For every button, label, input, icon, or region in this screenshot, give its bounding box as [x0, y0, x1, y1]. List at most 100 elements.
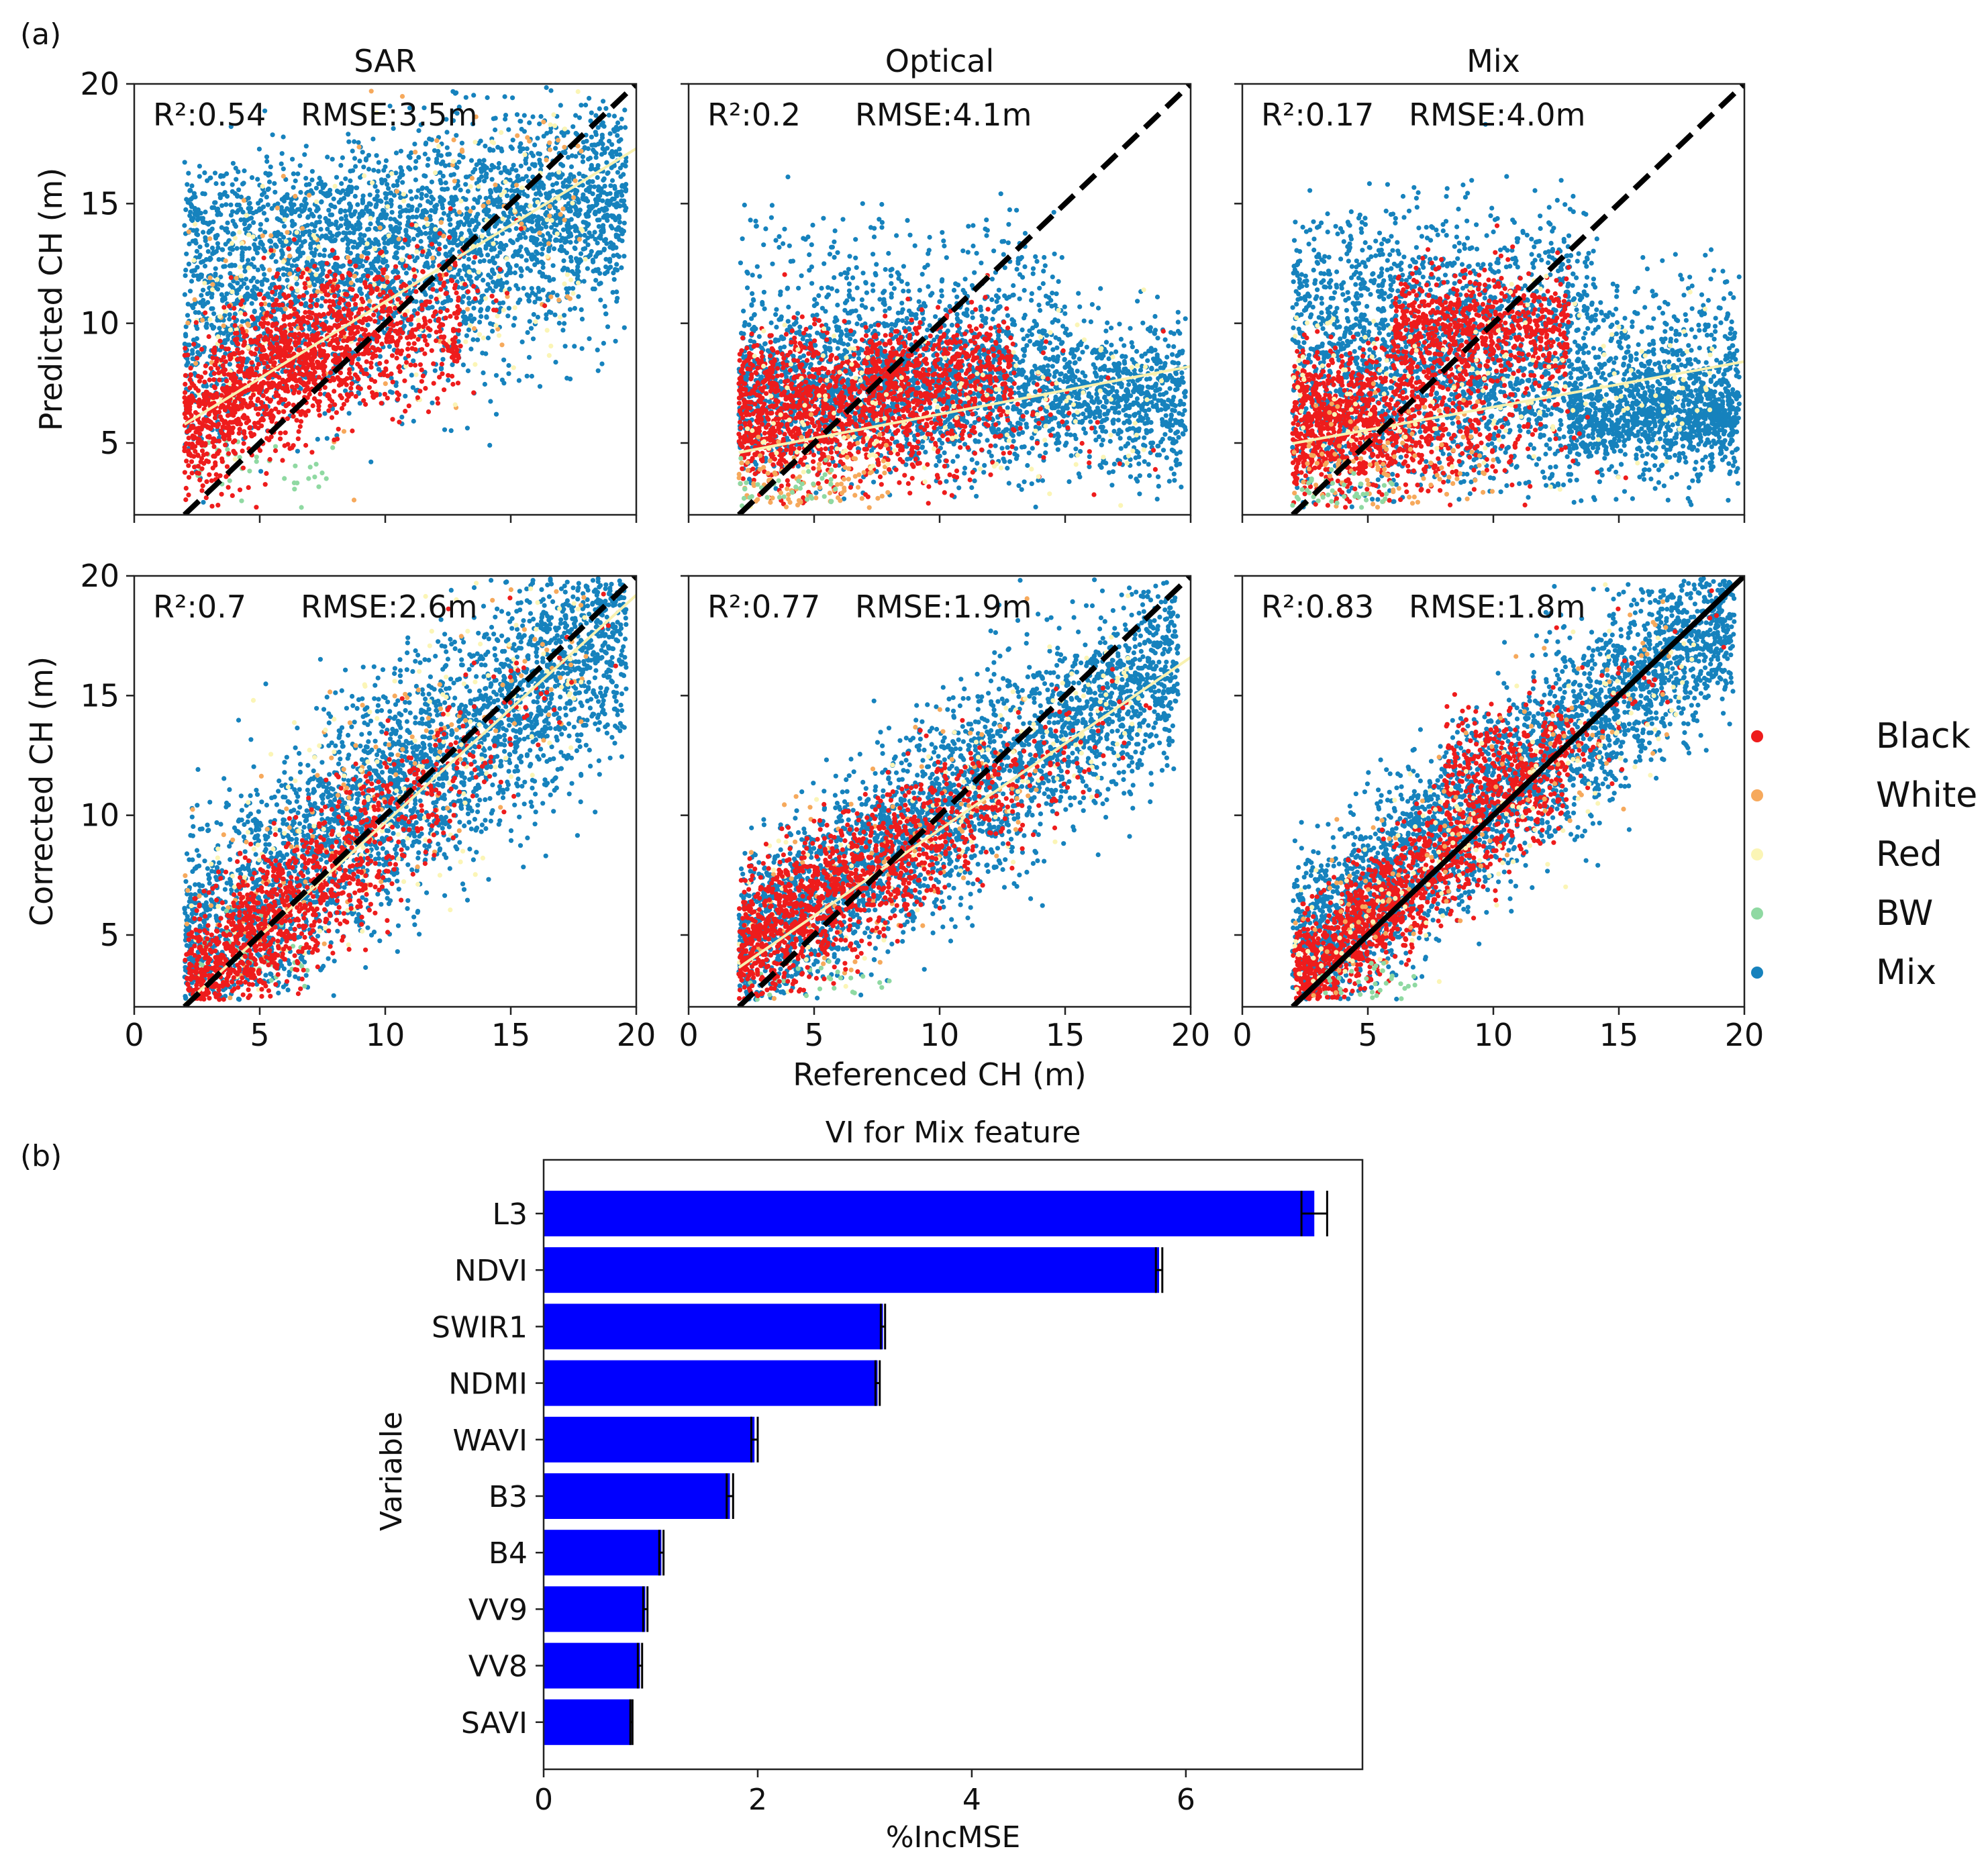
point-black	[297, 371, 302, 377]
point-mix	[187, 289, 193, 294]
point-black	[390, 379, 395, 385]
point-mix	[558, 162, 564, 167]
point-mix	[428, 230, 433, 236]
point-mix	[595, 142, 601, 147]
point-black	[394, 355, 399, 361]
point-red	[364, 241, 370, 246]
point-mix	[615, 252, 620, 258]
point-mix	[419, 186, 425, 191]
point-red	[511, 365, 516, 371]
point-mix	[373, 204, 379, 209]
point-black	[415, 395, 421, 401]
point-red	[503, 179, 508, 185]
point-black	[250, 387, 256, 393]
panel-label-a: (a)	[20, 17, 61, 52]
point-mix	[601, 208, 607, 213]
point-red	[544, 328, 550, 333]
point-mix	[459, 231, 464, 236]
point-mix	[599, 122, 605, 128]
point-white	[396, 236, 401, 242]
point-black	[518, 226, 524, 232]
point-mix	[595, 125, 601, 130]
point-mix	[356, 226, 362, 232]
point-black	[449, 278, 455, 283]
point-mix	[587, 155, 593, 161]
point-red	[481, 335, 486, 341]
point-mix	[529, 254, 534, 260]
point-mix	[593, 202, 599, 207]
point-black	[195, 373, 201, 379]
point-black	[265, 381, 270, 386]
point-mix	[299, 203, 304, 208]
point-black	[197, 420, 203, 426]
point-mix	[509, 166, 515, 172]
point-black	[254, 346, 259, 352]
point-mix	[583, 246, 588, 251]
point-bw	[272, 444, 279, 449]
point-mix	[609, 142, 615, 147]
point-mix	[578, 251, 584, 256]
point-mix	[512, 270, 518, 276]
point-mix	[350, 168, 356, 173]
point-black	[335, 284, 340, 289]
point-mix	[301, 250, 306, 256]
point-black	[360, 319, 365, 324]
point-red	[283, 239, 289, 244]
point-mix	[411, 308, 417, 313]
point-mix	[530, 336, 536, 342]
point-black	[334, 410, 339, 415]
point-mix	[481, 277, 486, 283]
point-mix	[416, 154, 421, 160]
point-black	[377, 372, 383, 377]
point-mix	[588, 118, 593, 124]
point-mix	[400, 245, 405, 250]
point-black	[454, 315, 459, 320]
point-black	[268, 359, 273, 364]
point-red	[433, 227, 438, 232]
point-mix	[493, 187, 498, 192]
point-black	[454, 290, 459, 295]
point-mix	[358, 238, 364, 243]
point-mix	[617, 146, 622, 152]
point-mix	[460, 285, 465, 291]
point-mix	[291, 171, 296, 177]
point-black	[332, 293, 338, 299]
point-black	[287, 446, 293, 451]
point-black	[236, 380, 242, 385]
point-mix	[521, 209, 528, 215]
point-mix	[547, 194, 552, 199]
point-mix	[564, 184, 570, 189]
point-black	[280, 335, 285, 341]
point-mix	[471, 260, 477, 265]
point-red	[491, 241, 496, 246]
point-mix	[600, 198, 605, 203]
point-mix	[413, 158, 419, 164]
point-mix	[441, 197, 446, 203]
point-mix	[510, 239, 515, 245]
point-mix	[397, 204, 403, 209]
point-mix	[216, 257, 221, 262]
point-black	[214, 391, 219, 396]
point-mix	[532, 142, 538, 148]
point-white	[519, 221, 524, 227]
point-mix	[615, 127, 621, 132]
point-mix	[252, 242, 257, 248]
point-mix	[411, 236, 417, 242]
point-black	[217, 338, 223, 344]
point-mix	[249, 301, 254, 306]
point-mix	[449, 274, 454, 279]
point-white	[246, 323, 251, 328]
point-black	[350, 428, 355, 434]
point-mix	[201, 297, 206, 303]
point-mix	[368, 240, 375, 246]
point-mix	[423, 142, 428, 147]
point-red	[504, 256, 509, 261]
point-red	[209, 287, 215, 293]
point-mix	[513, 263, 519, 268]
point-black	[238, 366, 244, 371]
point-black	[223, 391, 229, 396]
point-mix	[209, 205, 215, 210]
point-black	[432, 309, 438, 315]
point-mix	[386, 186, 391, 191]
point-mix	[546, 248, 552, 254]
